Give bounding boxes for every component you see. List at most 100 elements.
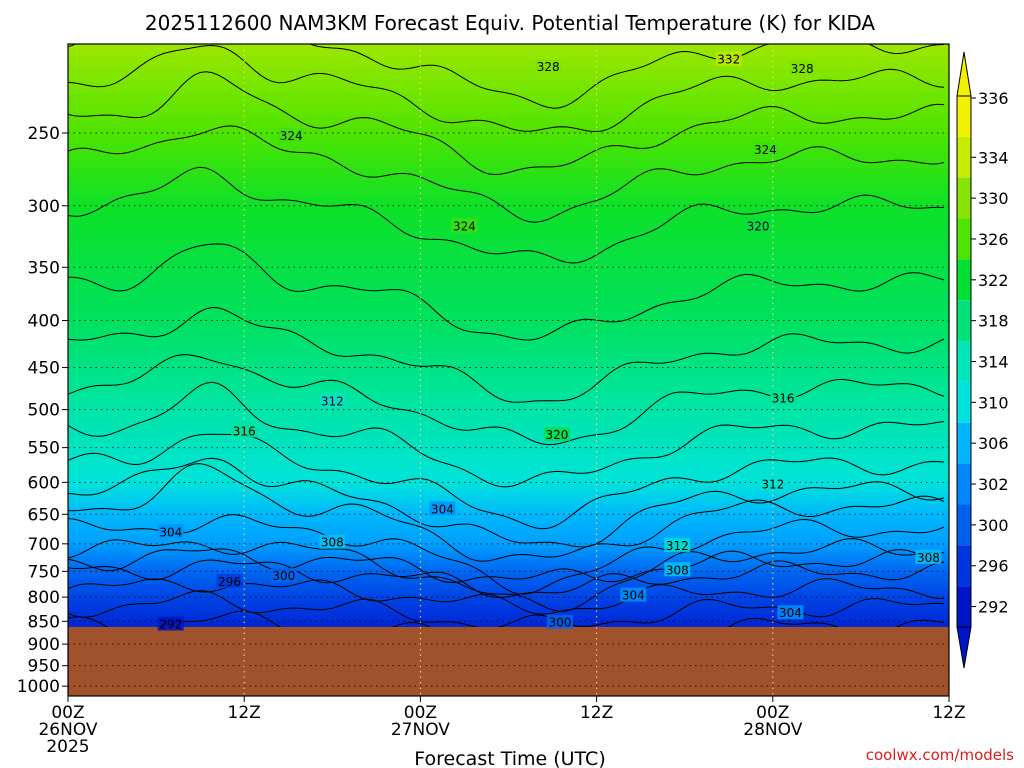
contour-label: 296: [218, 575, 241, 589]
contour-label-bg: [915, 549, 942, 564]
contour-label-bg: [752, 142, 779, 157]
contour-label-bg: [451, 218, 478, 233]
y-tick-label: 400: [28, 312, 60, 332]
contour-label: 308: [917, 551, 940, 565]
colorbar-tick-label: 300: [978, 516, 1009, 535]
colorbar-segment: [957, 259, 971, 301]
contour-label: 312: [761, 477, 784, 491]
y-tick-label: 450: [28, 359, 60, 379]
contour-label: 328: [791, 62, 814, 76]
colorbar-tick-label: 330: [978, 189, 1009, 208]
contour-label: 312: [666, 539, 689, 553]
theta-e-field: [68, 44, 949, 696]
grid-lines: [68, 44, 949, 696]
colorbar-segment: [957, 341, 971, 382]
contour-label-bg: [319, 534, 346, 549]
y-tick-label: 300: [28, 197, 60, 217]
contour-label-bg: [664, 538, 691, 553]
colorbar-segment: [957, 381, 971, 423]
colorbar-segment: [957, 586, 971, 627]
contour-line: [68, 71, 945, 176]
y-tick-label: 350: [28, 258, 60, 278]
colorbar-tick-label: 306: [978, 434, 1009, 453]
contour-label-bg: [759, 476, 786, 491]
contour-line: [68, 306, 945, 403]
colorbar-tick-label: 322: [978, 271, 1009, 290]
y-tick-label: 500: [28, 401, 60, 421]
y-axis: 250 300 350 400 450 500 550 600 650 700 750 800 850 9…: [17, 124, 68, 697]
colorbar: 336 334 330 326 322 318 314 310 306 302 300 296 292: [956, 51, 1009, 669]
contour-label-bg: [543, 427, 570, 442]
y-tick-label: 550: [28, 439, 60, 459]
colorbar-segment: [957, 463, 971, 505]
colorbar-tick-label: 314: [978, 353, 1009, 372]
contour-label-bg: [216, 573, 243, 588]
contour-label-bg: [535, 59, 562, 74]
x-tick-label: 27NOV: [391, 720, 450, 740]
contour-label-bg: [278, 128, 305, 143]
colorbar-segment: [957, 422, 971, 464]
colorbar-segment: [957, 504, 971, 546]
contour-label: 304: [431, 502, 454, 516]
contour-label-bg: [777, 605, 804, 620]
colorbar-segment: [957, 136, 971, 178]
contour-line: [68, 166, 945, 264]
y-tick-label: 800: [28, 588, 60, 608]
contour-label: 320: [546, 428, 569, 442]
y-tick-label: 600: [28, 473, 60, 493]
x-tick-label: 00Z: [756, 703, 789, 723]
colorbar-arrow-top: [956, 51, 972, 97]
colorbar-segment: [957, 545, 971, 587]
colorbar-tick-label: 302: [978, 475, 1009, 494]
y-tick-label: 250: [28, 124, 60, 144]
contour-line: [68, 559, 945, 599]
contour-line: [68, 44, 945, 109]
contour-label-bg: [745, 218, 772, 233]
contour-label-bg: [319, 393, 346, 408]
contour-label-bg: [270, 568, 297, 583]
y-tick-label: 900: [28, 635, 60, 655]
colorbar-tick-label: 326: [978, 230, 1009, 249]
contour-label-bg: [546, 614, 573, 629]
contour-label: 300: [272, 569, 295, 583]
colorbar-tick-label: 310: [978, 393, 1009, 412]
contour-line: [68, 44, 945, 133]
y-tick-label: 750: [28, 562, 60, 582]
contour-label: 304: [779, 606, 802, 620]
contour-label-bg: [231, 423, 258, 438]
credit-label: coolwx.com/models: [866, 746, 1014, 764]
x-tick-label: 12Z: [580, 703, 613, 723]
contour-label-bg: [429, 501, 456, 516]
ground-terrain: [68, 626, 949, 696]
colorbar-segment: [957, 300, 971, 342]
contour-line: [68, 578, 945, 615]
contour-label-bg: [157, 524, 184, 539]
contour-label: 316: [772, 391, 795, 405]
y-tick-label: 650: [28, 505, 60, 525]
colorbar-segment: [957, 96, 971, 137]
y-tick-label: 700: [28, 535, 60, 555]
x-tick-label: 00Z: [404, 703, 437, 723]
contour-line: [68, 433, 945, 530]
contour-label: 300: [548, 616, 571, 630]
x-tick-label: 26NOV: [38, 720, 97, 740]
contour-label: 312: [321, 395, 344, 409]
contour-label: 324: [453, 220, 476, 234]
contour-line: [68, 538, 945, 612]
x-tick-label: 12Z: [228, 703, 261, 723]
contour-line: [68, 354, 945, 446]
contour-line: [68, 514, 945, 595]
colorbar-tick-label: 292: [978, 598, 1009, 617]
contour-label-bg: [620, 587, 647, 602]
contour-label-bg: [664, 562, 691, 577]
contour-lines: [68, 44, 945, 654]
colorbar-tick-label: 318: [978, 312, 1009, 331]
contour-label: 308: [321, 536, 344, 550]
colorbar-segment: [957, 218, 971, 260]
x-tick-label: 2025: [46, 737, 89, 757]
contour-label: 324: [280, 129, 303, 143]
x-tick-label: 28NOV: [743, 720, 802, 740]
contour-label: 316: [233, 424, 256, 438]
